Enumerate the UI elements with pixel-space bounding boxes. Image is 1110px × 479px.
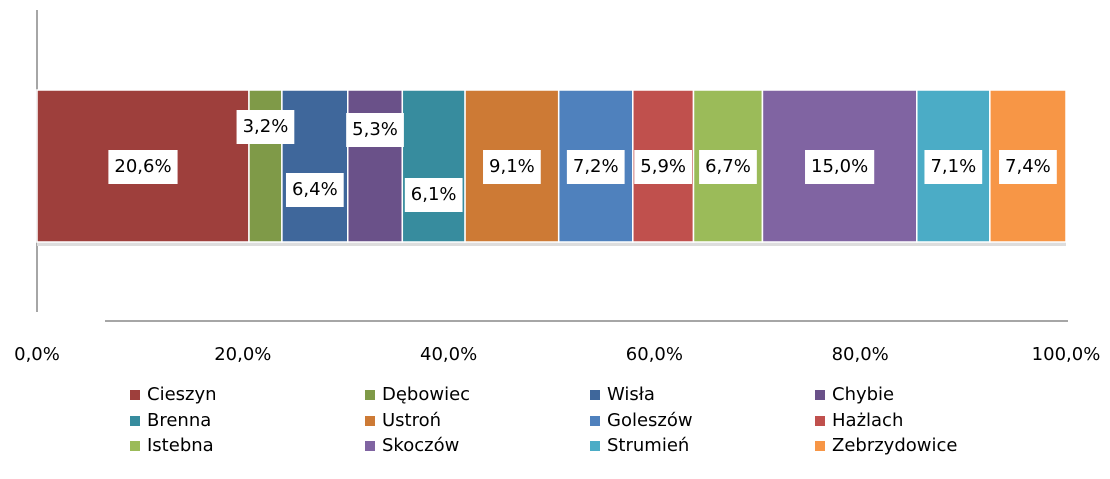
legend-label: Istebna: [147, 435, 214, 456]
data-label-box: [285, 173, 344, 207]
x-tick-label: 100,0%: [1032, 344, 1101, 365]
data-label-box: [483, 150, 541, 184]
legend-swatch: [590, 390, 600, 400]
data-label: 5,3%: [352, 119, 398, 140]
data-label-box: [805, 150, 875, 184]
data-label: 15,0%: [811, 156, 868, 177]
data-label-box: [924, 150, 983, 184]
x-tick-label: 40,0%: [420, 344, 477, 365]
legend-swatch: [365, 441, 375, 451]
bar-segment: [347, 89, 404, 243]
data-label: 9,1%: [489, 156, 535, 177]
legend-label: Wisła: [607, 384, 655, 405]
data-label-box: [634, 150, 693, 184]
legend-swatch: [815, 416, 825, 426]
bar-segment: [761, 89, 918, 243]
x-tick-label: 20,0%: [214, 344, 271, 365]
data-label: 7,1%: [930, 156, 976, 177]
legend-swatch: [365, 416, 375, 426]
data-label-box: [236, 110, 295, 144]
data-label: 7,2%: [573, 156, 619, 177]
data-label-box: [699, 150, 757, 184]
data-label: 20,6%: [114, 156, 171, 177]
legend-label: Cieszyn: [147, 384, 217, 405]
bar-segment: [401, 89, 466, 243]
legend-label: Zebrzydowice: [832, 435, 957, 456]
legend-swatch: [365, 390, 375, 400]
x-tick-label: 60,0%: [626, 344, 683, 365]
legend-label: Strumień: [607, 435, 689, 456]
legend-label: Skoczów: [382, 435, 459, 456]
legend-label: Hażlach: [832, 410, 903, 431]
legend-label: Brenna: [147, 410, 211, 431]
data-label: 5,9%: [640, 156, 686, 177]
x-tick-label: 80,0%: [832, 344, 889, 365]
legend-swatch: [590, 416, 600, 426]
data-label: 3,2%: [243, 116, 289, 137]
bar-shadow: [37, 242, 1066, 246]
data-label: 7,4%: [1005, 156, 1051, 177]
legend-label: Goleszów: [607, 410, 693, 431]
x-tick-label: 0,0%: [14, 344, 60, 365]
legend-swatch: [815, 390, 825, 400]
data-label-box: [566, 150, 625, 184]
legend-swatch: [815, 441, 825, 451]
legend-label: Dębowiec: [382, 384, 470, 405]
legend-label: Ustroń: [382, 410, 441, 431]
legend-swatch: [590, 441, 600, 451]
legend-swatch: [130, 416, 140, 426]
legend-label: Chybie: [832, 384, 894, 405]
data-label-box: [346, 113, 404, 147]
legend-swatch: [130, 441, 140, 451]
data-label: 6,1%: [411, 184, 457, 205]
data-label-box: [404, 178, 463, 212]
legend-swatch: [130, 390, 140, 400]
data-label: 6,7%: [705, 156, 751, 177]
data-label-box: [999, 150, 1057, 184]
data-label-box: [108, 150, 178, 184]
data-label: 6,4%: [292, 179, 338, 200]
